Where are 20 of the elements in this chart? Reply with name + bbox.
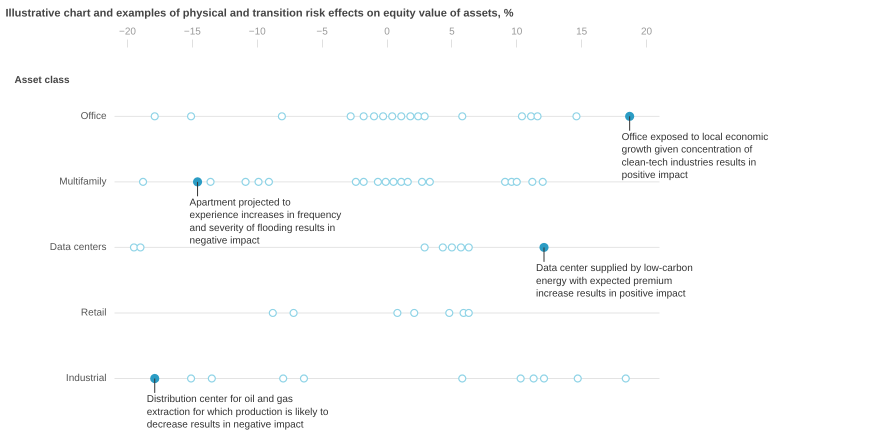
x-tick-label: −15 [184, 26, 202, 38]
x-tick-label: 10 [511, 26, 523, 38]
annotation: Office exposed to local economic growth given concentration of clean-tech industries results in positive impact [622, 132, 768, 182]
annotation: Data center supplied by low-carbon energy with expected premium increase results in positive impact [536, 263, 693, 300]
y-axis-title: Asset class [14, 74, 70, 86]
x-tick-label: 0 [384, 26, 390, 38]
annotation: Distribution center for oil and gas extraction for which production is likely to decrease results in negative impact [146, 394, 329, 431]
annotation: Apartment projected to experience increases in frequency and severity of flooding results in negative impact [190, 198, 342, 247]
x-tick-label: −20 [118, 26, 136, 38]
chart-title: Illustrative chart and examples of physical and transition risk effects on equity value of assets, % [6, 8, 514, 20]
x-tick-label: −5 [316, 26, 328, 38]
y-tick-label: Multifamily [59, 176, 107, 188]
y-tick-label: Industrial [66, 373, 106, 384]
x-tick-label: 5 [449, 26, 456, 38]
y-tick-label: Retail [80, 307, 107, 318]
y-tick-label: Office [80, 110, 107, 122]
x-tick-label: 20 [640, 26, 653, 38]
y-tick-label: Data centers [50, 242, 107, 253]
x-tick-label: 15 [576, 26, 588, 38]
x-tick-label: −10 [248, 26, 266, 38]
